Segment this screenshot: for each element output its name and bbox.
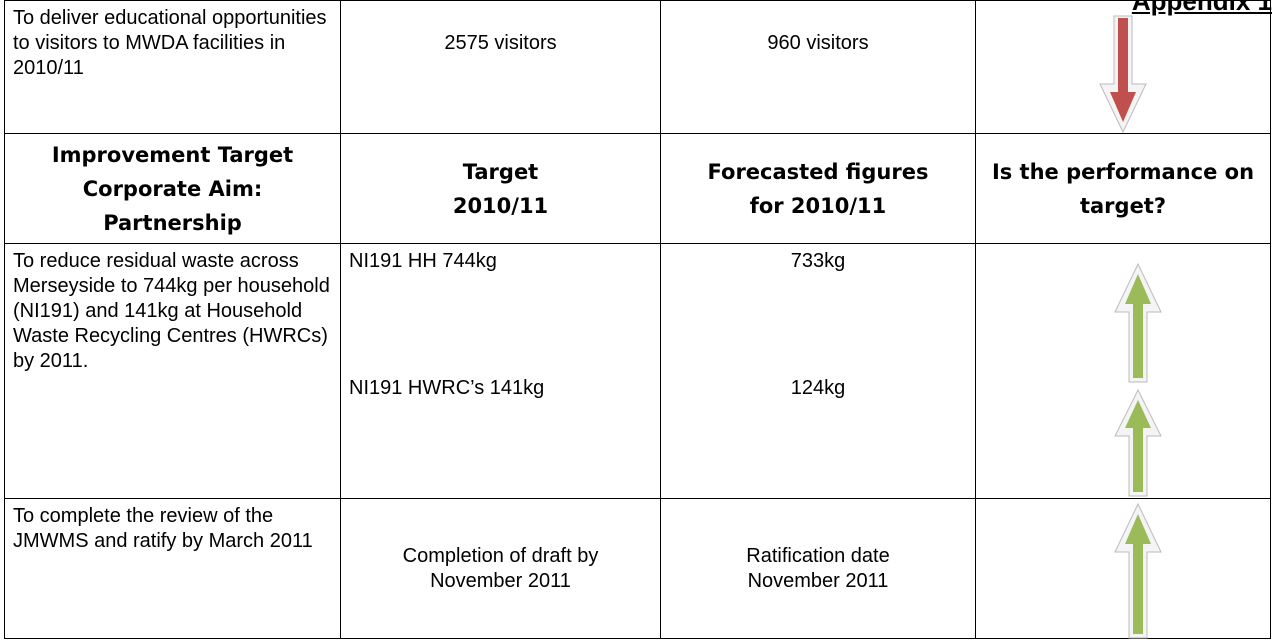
- header-cell: Improvement Target Corporate Aim: Partne…: [4, 133, 341, 244]
- forecast-cell: Ratification date November 2011: [660, 498, 976, 639]
- status-cell: [975, 243, 1271, 499]
- target-text: NI191 HH 744kg: [349, 250, 497, 272]
- forecast-cell: 733kg 124kg: [660, 243, 976, 499]
- status-cell: [975, 498, 1271, 639]
- target-text: NI191 HWRC’s 141kg: [349, 377, 545, 399]
- up-arrow-green: [1114, 388, 1162, 497]
- aim-cell: To complete the review of the JMWMS and …: [4, 498, 341, 639]
- row: To reduce residual waste across Merseysi…: [4, 243, 1271, 499]
- up-arrow-green: [1114, 262, 1162, 383]
- header-cell: Is the performance on target?: [975, 133, 1271, 244]
- aim-cell: To deliver educational opportunities to …: [4, 0, 341, 134]
- row: To deliver educational opportunities to …: [4, 0, 1271, 134]
- row: To complete the review of the JMWMS and …: [4, 498, 1271, 639]
- header-cell: Target 2010/11: [340, 133, 661, 244]
- forecast-text: 733kg: [790, 250, 846, 272]
- down-arrow-red: [1099, 15, 1147, 134]
- forecast-cell: 960 visitors: [660, 0, 976, 134]
- performance-table: To deliver educational opportunities to …: [4, 0, 1271, 639]
- target-cell: Completion of draft by November 2011: [340, 498, 661, 639]
- forecast-text: 124kg: [790, 377, 846, 399]
- target-cell: NI191 HH 744kg NI191 HWRC’s 141kg: [340, 243, 661, 499]
- up-arrow-green: [1114, 502, 1162, 639]
- target-text: 2575 visitors: [444, 32, 557, 54]
- aim-cell: To reduce residual waste across Merseysi…: [4, 243, 341, 499]
- forecast-text: 960 visitors: [767, 32, 869, 54]
- header-cell: Forecasted figures for 2010/11: [660, 133, 976, 244]
- header-row: Improvement Target Corporate Aim: Partne…: [4, 133, 1271, 244]
- target-cell: 2575 visitors: [340, 0, 661, 134]
